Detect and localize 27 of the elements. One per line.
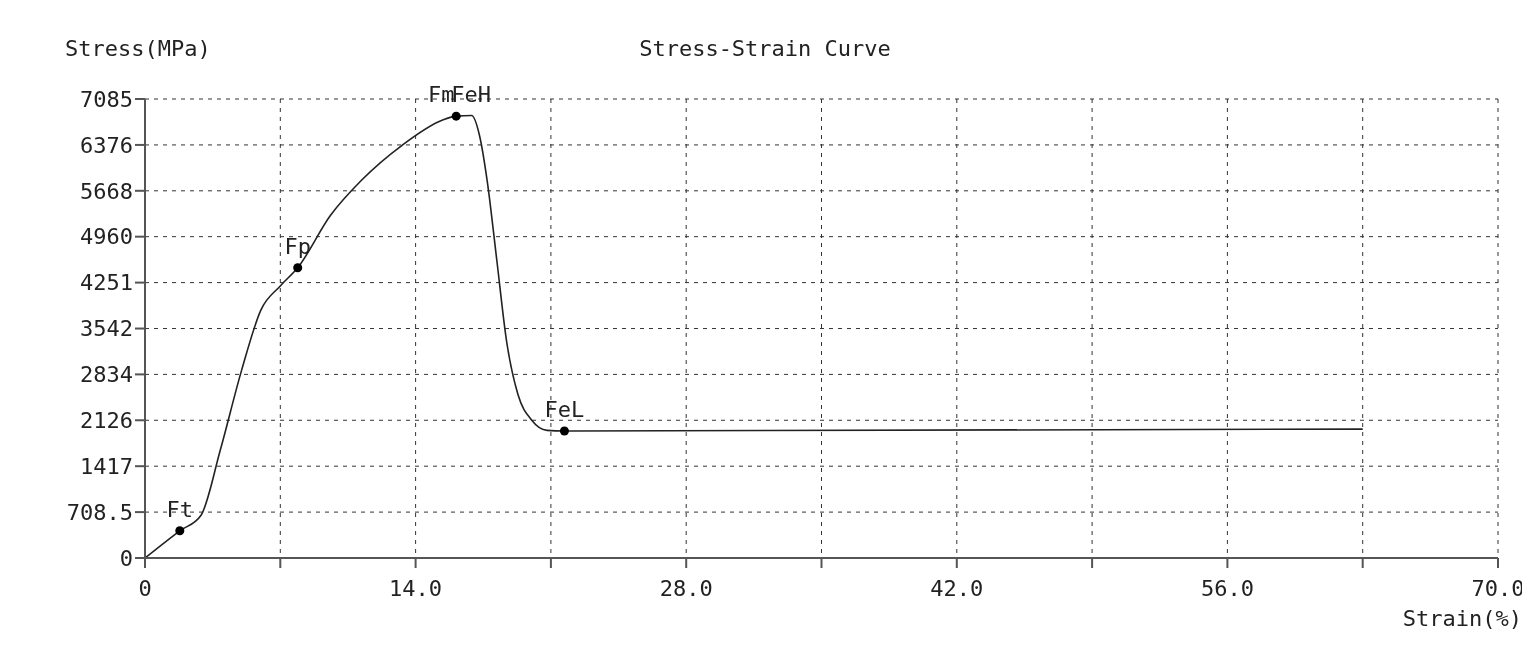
point <box>559 426 569 436</box>
annotation: Fp <box>284 233 311 259</box>
y-tick-label: 4251 <box>80 270 133 296</box>
point <box>293 263 303 273</box>
x-tick-label: 0 <box>138 575 152 601</box>
point <box>451 111 461 121</box>
y-tick-label: 1417 <box>80 454 133 480</box>
x-tick-label: 56.0 <box>1200 575 1254 601</box>
x-tick-label: 28.0 <box>659 575 713 601</box>
chart-title: Stress-Strain Curve <box>639 36 891 61</box>
y-tick-label: 3542 <box>80 316 133 342</box>
y-tick-label: 0 <box>119 545 133 571</box>
annotation: FeL <box>544 397 585 423</box>
point <box>175 526 185 536</box>
y-tick-label: 708.5 <box>66 499 133 525</box>
y-tick-label: 4960 <box>80 224 133 250</box>
x-tick-label: 42.0 <box>930 575 984 601</box>
annotation: Fm <box>427 82 455 108</box>
annotation: Ft <box>166 496 194 522</box>
y-tick-label: 2126 <box>80 408 133 434</box>
y-tick-label: 2834 <box>80 362 133 388</box>
y-tick-label: 5668 <box>80 178 133 204</box>
y-axis-title: Stress(MPa) <box>65 36 211 61</box>
x-tick-label: 14.0 <box>389 575 443 601</box>
x-axis-title: Strain(%) <box>1402 606 1522 631</box>
y-tick-label: 6376 <box>80 132 133 158</box>
y-tick-label: 7085 <box>80 86 133 112</box>
